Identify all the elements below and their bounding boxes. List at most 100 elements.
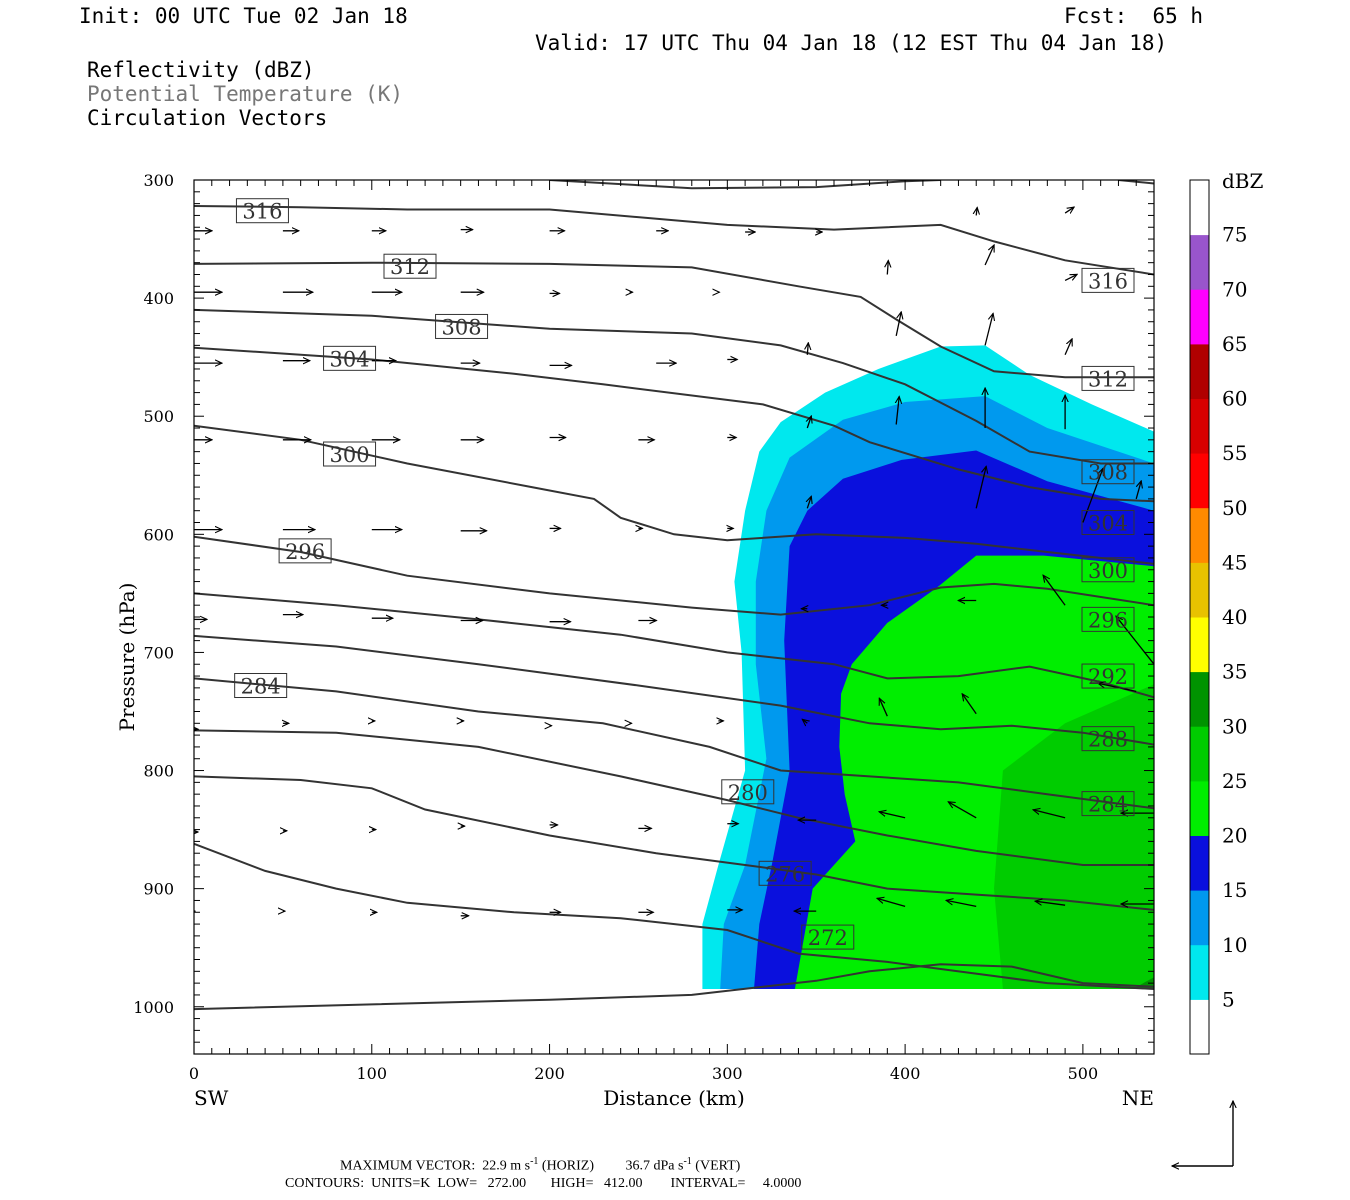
theta-label-316-box bbox=[235, 198, 289, 224]
theta-contour-304 bbox=[194, 346, 1154, 503]
theta-label-312: 312 bbox=[390, 255, 430, 279]
ne-label: NE bbox=[1122, 1086, 1154, 1110]
field-circulation-vectors: Circulation Vectors bbox=[87, 106, 328, 130]
field-reflectivity: Reflectivity (dBZ) bbox=[87, 58, 315, 82]
circulation-vector bbox=[1098, 683, 1137, 693]
theta-right-label-296-box bbox=[1081, 606, 1135, 632]
colorbar-segment bbox=[1190, 289, 1209, 345]
axes: 300 400 500 600 700 800 900 1000 0 100 200 300 400 50… bbox=[115, 171, 1155, 1110]
theta-right-label-288: 288 bbox=[1088, 728, 1128, 752]
colorbar-level-label: 65 bbox=[1222, 332, 1247, 356]
theta-right-label-308-box bbox=[1081, 459, 1135, 485]
theta-right-label-304: 304 bbox=[1088, 512, 1128, 536]
theta-contour-288 bbox=[194, 634, 1154, 746]
circulation-vector bbox=[946, 900, 977, 908]
circulation-vector bbox=[879, 698, 888, 717]
theta-right-label-312: 312 bbox=[1088, 367, 1128, 391]
theta-contour-272 bbox=[194, 842, 1154, 990]
field-potential-temperature: Potential Temperature (K) bbox=[87, 82, 404, 106]
theta-label-316: 316 bbox=[242, 200, 282, 224]
circulation-vector bbox=[1064, 274, 1077, 281]
theta-contour-300 bbox=[194, 424, 1154, 565]
theta-right-label-316: 316 bbox=[1088, 269, 1128, 293]
y-tick-label: 500 bbox=[143, 407, 174, 426]
x-tick-label: 500 bbox=[1068, 1064, 1099, 1083]
theta-contour-308 bbox=[194, 308, 1154, 465]
circulation-vector bbox=[877, 898, 906, 908]
theta-label-276-box bbox=[758, 860, 812, 886]
circulation-vector bbox=[879, 812, 906, 819]
theta-label-312-box bbox=[383, 253, 437, 279]
circulation-vector bbox=[1135, 481, 1141, 500]
theta-label-276: 276 bbox=[765, 862, 805, 886]
theta-label-272: 272 bbox=[808, 926, 848, 950]
init-time: Init: 00 UTC Tue 02 Jan 18 bbox=[79, 4, 408, 28]
circulation-vector bbox=[1035, 901, 1066, 906]
theta-label-300: 300 bbox=[330, 443, 370, 467]
theta-contour-13 bbox=[549, 180, 941, 190]
circulation-vector bbox=[1116, 616, 1154, 665]
colorbar-level-label: 75 bbox=[1222, 223, 1247, 247]
colorbar-segment bbox=[1190, 234, 1209, 290]
colorbar-segment bbox=[1190, 180, 1209, 236]
y-tick-label: 900 bbox=[143, 880, 174, 899]
colorbar-level-label: 10 bbox=[1222, 933, 1247, 957]
circulation-vector bbox=[807, 343, 808, 355]
colorbar-level-label: 50 bbox=[1222, 496, 1247, 520]
theta-right-label-284-box bbox=[1081, 791, 1135, 817]
circulation-vector bbox=[976, 207, 977, 216]
y-tick-label: 1000 bbox=[133, 998, 174, 1017]
y-tick-label: 300 bbox=[143, 171, 174, 190]
colorbar-segment bbox=[1190, 343, 1209, 399]
circulation-vector bbox=[1033, 810, 1066, 819]
colorbar-level-label: 30 bbox=[1222, 714, 1247, 738]
circulation-vector bbox=[975, 466, 986, 509]
theta-label-272-box bbox=[801, 924, 855, 950]
theta-contour-284 bbox=[194, 677, 1154, 810]
colorbar-level-label: 55 bbox=[1222, 441, 1247, 465]
circulation-vector bbox=[802, 719, 807, 723]
colorbar-segment bbox=[1190, 398, 1209, 454]
colorbar-segment bbox=[1190, 780, 1209, 836]
theta-label-308: 308 bbox=[442, 315, 482, 339]
dbz-colorbar: 5 10 15 20 25 30 35 40 45 50 55 60 65 70 75 dBZ bbox=[1189, 169, 1264, 1055]
x-tick-label: 300 bbox=[712, 1064, 743, 1083]
colorbar-segment bbox=[1190, 671, 1209, 727]
theta-label-284: 284 bbox=[241, 675, 281, 699]
theta-label-308-box bbox=[435, 313, 489, 339]
theta-right-label-300-box bbox=[1081, 557, 1135, 583]
circulation-vectors bbox=[194, 207, 1154, 916]
circulation-vector bbox=[895, 312, 901, 337]
colorbar-segment bbox=[1190, 507, 1209, 563]
theta-contour-316 bbox=[194, 205, 1154, 276]
y-tick-label: 400 bbox=[143, 289, 174, 308]
colorbar-level-label: 5 bbox=[1222, 987, 1235, 1011]
circulation-vector bbox=[1082, 469, 1103, 523]
colorbar-frame bbox=[1189, 179, 1210, 1055]
theta-contour-312 bbox=[194, 261, 1154, 379]
colorbar-level-label: 70 bbox=[1222, 277, 1247, 301]
max-vector-line: MAXIMUM VECTOR: 22.9 m s-1 (HORIZ) 36.7 … bbox=[340, 1156, 741, 1174]
colorbar-segment bbox=[1190, 453, 1209, 509]
theta-right-label-312-box bbox=[1081, 365, 1135, 391]
circulation-vector bbox=[962, 694, 977, 715]
circulation-vector bbox=[984, 313, 993, 346]
circulation-vector bbox=[807, 416, 811, 429]
forecast-hour: Fcst: 65 h bbox=[1064, 4, 1204, 28]
reference-vector bbox=[1172, 1101, 1233, 1166]
theta-label-280: 280 bbox=[728, 781, 768, 805]
colorbar-level-label: 25 bbox=[1222, 769, 1247, 793]
sw-label: SW bbox=[194, 1086, 229, 1110]
colorbar-level-label: 15 bbox=[1222, 878, 1247, 902]
max-vector-horiz: MAXIMUM VECTOR: 22.9 m s bbox=[340, 1158, 531, 1174]
y-axis-label: Pressure (hPa) bbox=[115, 583, 139, 732]
theta-contours bbox=[194, 180, 1154, 1011]
colorbar-title: dBZ bbox=[1222, 169, 1264, 193]
theta-label-304: 304 bbox=[330, 347, 370, 371]
theta-right-label-292: 292 bbox=[1088, 665, 1128, 689]
circulation-vector bbox=[948, 802, 977, 819]
circulation-vector bbox=[896, 397, 899, 425]
theta-right-label-296: 296 bbox=[1088, 608, 1128, 632]
reflectivity-25-region bbox=[994, 684, 1154, 989]
y-tick-label: 700 bbox=[143, 643, 174, 662]
